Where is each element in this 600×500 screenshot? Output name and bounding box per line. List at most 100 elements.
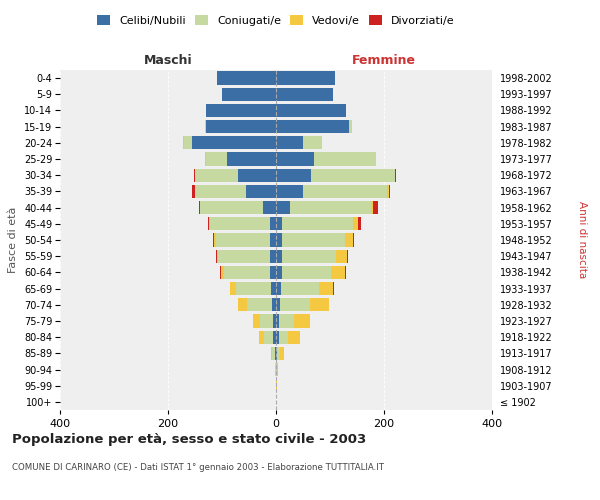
Bar: [278, 330, 289, 344]
Bar: [238, 298, 247, 312]
Bar: [183, 136, 184, 149]
Bar: [276, 250, 283, 263]
Bar: [205, 152, 206, 166]
Bar: [215, 234, 269, 246]
Bar: [272, 346, 275, 360]
Bar: [209, 217, 210, 230]
Bar: [263, 201, 276, 214]
Bar: [281, 282, 319, 295]
Bar: [276, 104, 346, 117]
Bar: [276, 72, 335, 85]
Bar: [247, 298, 272, 312]
Bar: [199, 201, 200, 214]
Bar: [314, 152, 376, 166]
Bar: [214, 234, 215, 246]
Bar: [276, 346, 277, 360]
Bar: [303, 136, 322, 149]
Bar: [276, 330, 278, 344]
Bar: [283, 217, 353, 230]
Bar: [349, 120, 352, 134]
Bar: [206, 104, 276, 117]
Bar: [389, 185, 391, 198]
Text: Maschi: Maschi: [143, 54, 193, 67]
Bar: [276, 282, 281, 295]
Bar: [290, 201, 371, 214]
Bar: [332, 282, 334, 295]
Bar: [373, 201, 377, 214]
Bar: [283, 250, 337, 263]
Bar: [238, 168, 276, 182]
Bar: [278, 314, 294, 328]
Bar: [276, 88, 332, 101]
Bar: [276, 152, 314, 166]
Bar: [206, 152, 227, 166]
Bar: [263, 330, 274, 344]
Bar: [184, 136, 193, 149]
Bar: [220, 266, 221, 279]
Text: Popolazione per età, sesso e stato civile - 2003: Popolazione per età, sesso e stato civil…: [12, 432, 366, 446]
Bar: [274, 314, 276, 328]
Bar: [269, 217, 276, 230]
Bar: [269, 266, 276, 279]
Bar: [276, 266, 283, 279]
Bar: [205, 120, 206, 134]
Bar: [276, 314, 278, 328]
Bar: [272, 298, 276, 312]
Bar: [194, 168, 195, 182]
Bar: [337, 250, 347, 263]
Bar: [260, 314, 274, 328]
Bar: [217, 250, 218, 263]
Bar: [195, 185, 247, 198]
Text: Anni di nascita: Anni di nascita: [577, 202, 587, 278]
Bar: [271, 282, 276, 295]
Bar: [210, 217, 269, 230]
Bar: [310, 298, 329, 312]
Bar: [274, 330, 276, 344]
Bar: [283, 234, 344, 246]
Bar: [395, 168, 396, 182]
Bar: [358, 217, 361, 230]
Bar: [276, 234, 283, 246]
Y-axis label: Fasce di età: Fasce di età: [8, 207, 19, 273]
Bar: [227, 152, 276, 166]
Bar: [353, 234, 354, 246]
Bar: [224, 266, 269, 279]
Bar: [277, 363, 278, 376]
Bar: [371, 201, 373, 214]
Bar: [195, 168, 238, 182]
Bar: [289, 330, 301, 344]
Bar: [206, 120, 276, 134]
Bar: [347, 250, 349, 263]
Bar: [319, 282, 332, 295]
Bar: [344, 234, 353, 246]
Bar: [280, 346, 284, 360]
Bar: [218, 250, 269, 263]
Legend: Celibi/Nubili, Coniugati/e, Vedovi/e, Divorziati/e: Celibi/Nubili, Coniugati/e, Vedovi/e, Di…: [93, 10, 459, 30]
Bar: [276, 136, 303, 149]
Bar: [230, 282, 235, 295]
Bar: [277, 346, 280, 360]
Bar: [276, 185, 303, 198]
Bar: [276, 120, 349, 134]
Bar: [222, 88, 276, 101]
Bar: [276, 217, 283, 230]
Bar: [216, 250, 217, 263]
Bar: [353, 217, 358, 230]
Bar: [276, 298, 280, 312]
Bar: [247, 185, 276, 198]
Bar: [303, 185, 387, 198]
Bar: [283, 266, 331, 279]
Bar: [344, 266, 346, 279]
Bar: [269, 250, 276, 263]
Bar: [259, 330, 263, 344]
Bar: [294, 314, 310, 328]
Bar: [311, 168, 395, 182]
Text: Femmine: Femmine: [352, 54, 416, 67]
Bar: [221, 266, 224, 279]
Text: COMUNE DI CARINARO (CE) - Dati ISTAT 1° gennaio 2003 - Elaborazione TUTTITALIA.I: COMUNE DI CARINARO (CE) - Dati ISTAT 1° …: [12, 462, 384, 471]
Bar: [271, 346, 272, 360]
Bar: [236, 282, 271, 295]
Bar: [276, 201, 290, 214]
Bar: [217, 72, 276, 85]
Bar: [200, 201, 263, 214]
